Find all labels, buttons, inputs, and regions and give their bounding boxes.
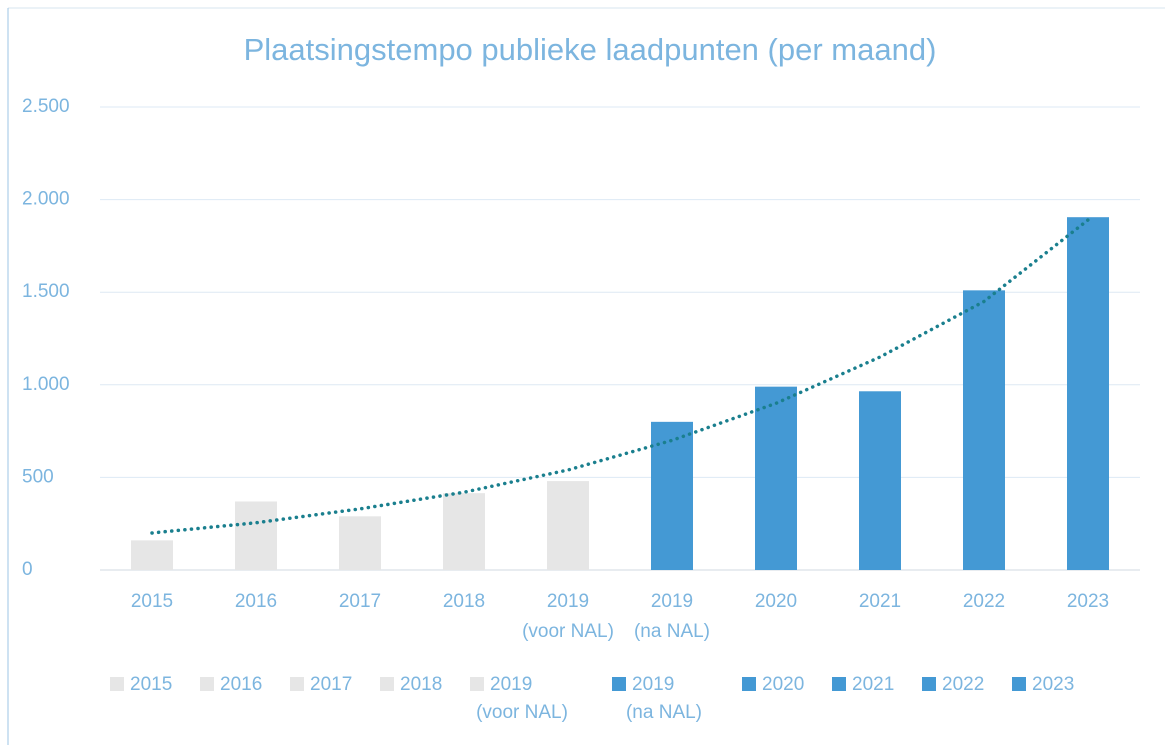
legend-swatch	[110, 677, 124, 691]
bar	[859, 391, 901, 570]
bar	[547, 481, 589, 570]
legend-swatch	[922, 677, 936, 691]
y-tick-label: 2.000	[22, 189, 70, 210]
x-tick-label: 2015	[131, 591, 173, 612]
x-tick-label: 2019	[547, 591, 589, 612]
legend-swatch	[200, 677, 214, 691]
x-tick-label: 2017	[339, 591, 381, 612]
legend-label: 2020	[762, 674, 804, 695]
bar	[235, 501, 277, 570]
legend-swatch	[470, 677, 484, 691]
y-tick-label: 0	[22, 559, 33, 580]
x-tick-label: 2023	[1067, 591, 1109, 612]
x-tick-label: 2019	[651, 591, 693, 612]
bar	[651, 421, 693, 570]
legend-swatch	[380, 677, 394, 691]
chart-title: Plaatsingstempo publieke laadpunten (per…	[244, 32, 937, 67]
y-tick-label: 500	[22, 466, 54, 487]
legend-label: 2022	[942, 674, 984, 695]
legend-swatch	[612, 677, 626, 691]
bar	[963, 290, 1005, 570]
y-tick-label: 1.000	[22, 374, 70, 395]
legend-label: 2023	[1032, 674, 1074, 695]
trendline	[150, 218, 1090, 535]
legend-label: 2018	[400, 674, 442, 695]
x-tick-label: (voor NAL)	[522, 621, 614, 642]
legend-label: (voor NAL)	[476, 702, 568, 723]
x-tick-label: 2020	[755, 591, 797, 612]
bar	[1067, 217, 1109, 570]
legend-label: 2017	[310, 674, 352, 695]
legend-label: 2019	[490, 674, 532, 695]
x-tick-label: (na NAL)	[634, 621, 710, 642]
bar	[339, 516, 381, 570]
y-tick-label: 2.500	[22, 96, 70, 117]
legend-swatch	[742, 677, 756, 691]
bar	[443, 493, 485, 570]
x-tick-label: 2016	[235, 591, 277, 612]
x-tick-label: 2022	[963, 591, 1005, 612]
bar	[755, 386, 797, 570]
legend-label: 2015	[130, 674, 172, 695]
legend-label: 2019	[632, 674, 674, 695]
bar	[131, 540, 173, 570]
legend-swatch	[832, 677, 846, 691]
x-tick-label: 2018	[443, 591, 485, 612]
x-tick-label: 2021	[859, 591, 901, 612]
legend-label: (na NAL)	[626, 702, 702, 723]
legend-swatch	[290, 677, 304, 691]
legend-label: 2016	[220, 674, 262, 695]
legend-swatch	[1012, 677, 1026, 691]
y-tick-label: 1.500	[22, 281, 70, 302]
legend-label: 2021	[852, 674, 894, 695]
